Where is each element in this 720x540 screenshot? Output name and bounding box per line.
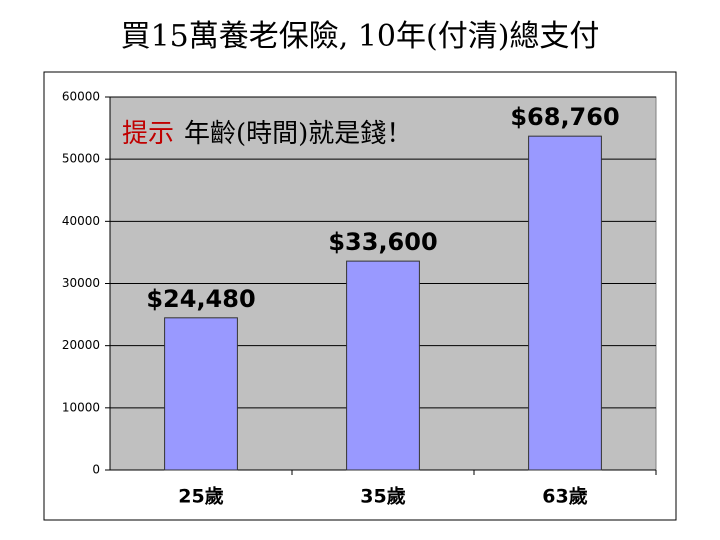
y-tick-label: 20000 — [62, 338, 100, 352]
bar — [528, 135, 602, 471]
bar — [346, 260, 420, 471]
y-tick-label: 10000 — [62, 400, 100, 414]
x-tick-label: 25歲 — [178, 485, 223, 508]
annotation: $33,600 — [328, 228, 437, 256]
bar — [164, 317, 238, 471]
y-tick-label: 60000 — [62, 90, 100, 104]
y-tick-label: 40000 — [62, 214, 100, 228]
annotation: $24,480 — [146, 285, 255, 313]
x-tick-label: 63歲 — [542, 485, 587, 508]
y-tick-label: 0 — [92, 463, 100, 477]
chart-title: 買15萬養老保險, 10年(付清)總支付 — [121, 19, 600, 54]
note-text: 年齡(時間)就是錢！ — [184, 119, 412, 149]
y-tick-label: 50000 — [62, 152, 100, 166]
note-highlight: 提示 — [122, 119, 174, 149]
annotation: $68,760 — [510, 103, 619, 131]
x-tick-label: 35歲 — [360, 485, 405, 508]
note: 提示 年齡(時間)就是錢！ — [122, 119, 412, 149]
y-tick-label: 30000 — [62, 276, 100, 290]
